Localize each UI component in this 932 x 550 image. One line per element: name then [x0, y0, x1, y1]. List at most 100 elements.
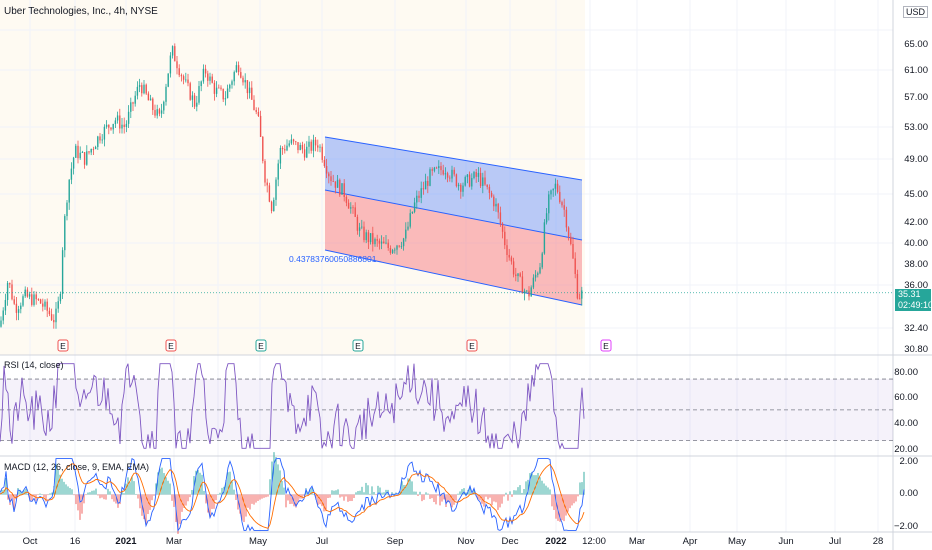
macd-histogram-bar [311, 488, 313, 495]
candle-body [493, 196, 495, 207]
earnings-marker: E [352, 339, 364, 352]
macd-histogram-bar [105, 494, 107, 500]
macd-line [0, 457, 585, 532]
candle-body [475, 172, 477, 177]
candle-body [209, 76, 211, 81]
macd-histogram-bar [465, 492, 467, 495]
candle-body [160, 110, 163, 114]
candle-body [519, 273, 521, 277]
price-tick-label: 32.40 [904, 323, 928, 334]
candle-body [523, 290, 526, 294]
candle-body [207, 73, 209, 81]
macd-histogram-bar [355, 492, 357, 495]
macd-histogram-bar [571, 494, 573, 506]
macd-pane [0, 452, 585, 534]
macd-histogram-bar [249, 494, 251, 510]
earnings-marker-box [57, 339, 69, 352]
candle-body [169, 55, 172, 74]
macd-histogram-bar [233, 489, 235, 495]
candle-body [416, 195, 418, 203]
price-tick-label: 45.00 [904, 189, 928, 200]
macd-histogram-bar [441, 494, 443, 502]
macd-histogram-bar [381, 492, 383, 495]
candle-body [578, 298, 581, 300]
macd-histogram-bar [549, 489, 551, 495]
macd-histogram-bar [161, 467, 163, 495]
candle-body [145, 84, 147, 94]
macd-histogram-bar [183, 494, 185, 508]
candle-body [37, 299, 40, 301]
candle-body [413, 202, 416, 212]
macd-histogram-bar [221, 487, 223, 495]
candle-body [242, 77, 244, 83]
candle-body [424, 180, 427, 190]
channel-deviation-label: 0.43783760050886801 [289, 254, 377, 264]
candle-body [477, 172, 480, 177]
macd-histogram-bar [41, 494, 43, 495]
candle-body [319, 146, 321, 148]
time-tick-label: May [728, 536, 746, 547]
candle-body [193, 95, 196, 107]
candle-body [167, 73, 169, 87]
candle-body [405, 229, 407, 239]
candle-body [165, 86, 167, 102]
macd-histogram-bar [389, 494, 391, 496]
macd-histogram-bar [11, 494, 13, 501]
macd-histogram-bar [507, 494, 509, 501]
session-shading [0, 0, 585, 355]
candle-body [449, 177, 451, 179]
macd-histogram-bar [83, 494, 85, 504]
candle-body [321, 146, 323, 160]
candle-body [367, 232, 370, 243]
candle-body [334, 181, 337, 188]
candle-body [4, 300, 7, 311]
candle-body [121, 124, 123, 129]
macd-histogram-bar [485, 494, 487, 497]
candle-body [554, 183, 557, 189]
macd-histogram-bar [577, 494, 579, 497]
candle-body [341, 183, 343, 195]
macd-histogram-bar [569, 494, 571, 509]
candle-body [231, 81, 233, 85]
candle-body [182, 76, 185, 80]
macd-histogram-bar [69, 488, 71, 495]
candle-body [196, 102, 198, 107]
candle-body [486, 184, 488, 187]
earnings-marker: E [165, 339, 177, 352]
candle-body [105, 124, 108, 127]
candle-body [446, 173, 449, 178]
candle-body [229, 84, 231, 89]
time-tick-label: Mar [166, 536, 182, 547]
macd-histogram-bar [61, 478, 63, 495]
candle-body [292, 139, 295, 142]
macd-histogram-bar [251, 494, 253, 504]
macd-histogram-bar [37, 494, 39, 495]
candle-body [88, 151, 90, 153]
candle-body [114, 120, 117, 124]
candle-body [369, 233, 372, 243]
macd-histogram-bar [331, 490, 333, 495]
macd-histogram-bar [169, 483, 171, 495]
macd-histogram-bar [29, 494, 31, 502]
macd-histogram-bar [209, 494, 211, 518]
macd-histogram-bar [19, 489, 21, 495]
candle-body [116, 115, 119, 121]
macd-histogram-bar [399, 490, 401, 495]
candle-body [499, 212, 502, 224]
macd-histogram-bar [487, 494, 489, 500]
candle-body [28, 294, 31, 297]
currency-badge[interactable]: USD [903, 6, 929, 18]
macd-tick-label: 0.00 [900, 488, 919, 499]
candle-body [123, 124, 125, 127]
candle-body [248, 87, 251, 94]
macd-histogram-bar [137, 494, 139, 499]
candle-body [244, 80, 246, 83]
macd-histogram-bar [179, 494, 181, 524]
candle-body [468, 174, 471, 187]
macd-histogram-bar [493, 494, 495, 502]
macd-histogram-bar [503, 494, 505, 497]
candle-body [545, 213, 548, 223]
macd-histogram-bar [551, 494, 553, 507]
